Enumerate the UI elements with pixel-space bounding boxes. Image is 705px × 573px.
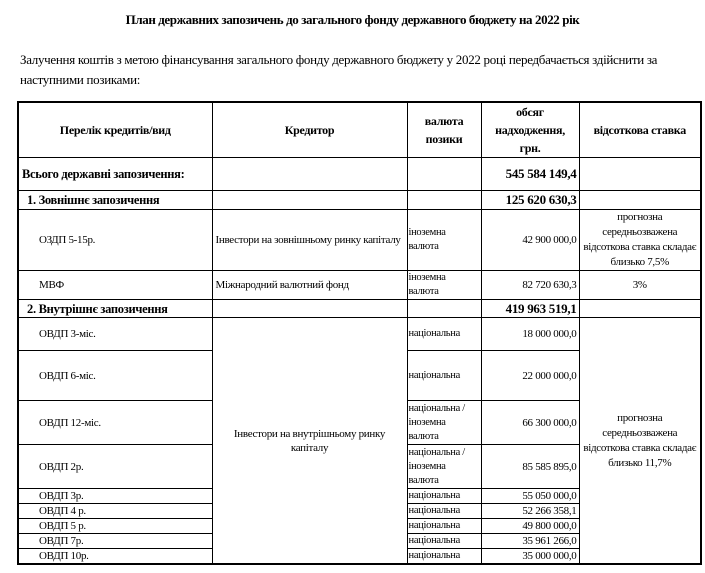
table-row: ОВДП 2р. національна / іноземна валюта 8… (17, 444, 701, 489)
internal-amount: 419 963 519,1 (480, 299, 580, 318)
amount: 55 050 000,0 (480, 488, 580, 504)
loan-name: ОВДП 3р. (17, 488, 213, 504)
table-row: ОВДП 3-міс. Інвестори на внутрішньому ри… (17, 317, 702, 565)
header-rate: відсоткова ставка (578, 101, 702, 158)
amount: 52 266 358,1 (480, 503, 580, 519)
page-title: План державних запозичень до загального … (125, 12, 580, 27)
table-row: ОЗДП 5-15р. Інвестори на зовнішньому рин… (17, 209, 702, 271)
header-row: Перелік кредитів/вид Кредитор валюта поз… (17, 101, 702, 158)
loan-name: ОВДП 7р. (17, 533, 213, 549)
total-label: Всього державні запозичення: (17, 157, 213, 191)
loan-name: ОВДП 6-міс. (17, 350, 213, 401)
loan-name: МВФ (17, 270, 213, 300)
header-type: Перелік кредитів/вид (17, 101, 213, 158)
amount: 82 720 630,3 (480, 270, 580, 300)
currency: національна (406, 548, 482, 565)
internal-section-row: 2. Внутрішнє запозичення 419 963 519,1 (17, 299, 702, 318)
table-row: ОВДП 6-міс. національна 22 000 000,0 (17, 350, 701, 401)
currency: іноземна валюта (406, 270, 482, 300)
borrowing-table: Перелік кредитів/вид Кредитор валюта поз… (17, 101, 702, 565)
internal-label: 2. Внутрішнє запозичення (17, 299, 213, 318)
amount: 66 300 000,0 (480, 400, 580, 445)
loan-name: ОВДП 3-міс. (17, 317, 213, 351)
intro-paragraph: Залучення коштів з метою фінансування за… (20, 52, 658, 87)
loan-name: ОВДП 10р. (17, 548, 213, 565)
header-creditor: Кредитор (211, 101, 408, 158)
loan-name: ОВДП 4 р. (17, 503, 213, 519)
currency: національна / іноземна валюта (406, 400, 482, 445)
currency: іноземна валюта (406, 209, 482, 271)
external-label: 1. Зовнішнє запозичення (17, 190, 213, 210)
loan-name: ОВДП 12-міс. (17, 400, 213, 445)
internal-rate: прогнозна середньозважена відсоткова ста… (578, 317, 702, 565)
creditor: Інвестори на зовнішньому ринку капіталу (211, 209, 408, 271)
currency: національна (406, 350, 482, 401)
total-row: Всього державні запозичення: 545 584 149… (17, 157, 702, 191)
currency: національна (406, 317, 482, 351)
currency: національна / іноземна валюта (406, 444, 482, 489)
internal-creditor: Інвестори на внутрішньому ринку капіталу (211, 317, 408, 565)
currency: національна (406, 533, 482, 549)
total-amount: 545 584 149,4 (480, 157, 580, 191)
loan-name: ОВДП 2р. (17, 444, 213, 489)
loan-name: ОВДП 5 р. (17, 518, 213, 534)
header-amount: обсяг надходження, грн. (480, 101, 580, 158)
amount: 18 000 000,0 (480, 317, 580, 351)
rate: 3% (578, 270, 702, 300)
table-row: ОВДП 7р. національна 35 961 266,0 (17, 533, 701, 549)
currency: національна (406, 488, 482, 504)
loan-name: ОЗДП 5-15р. (17, 209, 213, 271)
currency: національна (406, 518, 482, 534)
rate: прогнозна середньозважена відсоткова ста… (578, 209, 702, 271)
amount: 85 585 895,0 (480, 444, 580, 489)
amount: 42 900 000,0 (480, 209, 580, 271)
amount: 35 961 266,0 (480, 533, 580, 549)
table-row: ОВДП 5 р. національна 49 800 000,0 (17, 518, 701, 534)
external-section-row: 1. Зовнішнє запозичення 125 620 630,3 (17, 190, 702, 210)
external-amount: 125 620 630,3 (480, 190, 580, 210)
amount: 49 800 000,0 (480, 518, 580, 534)
currency: національна (406, 503, 482, 519)
amount: 35 000 000,0 (480, 548, 580, 565)
table-row: МВФ Міжнародний валютний фонд іноземна в… (17, 270, 702, 300)
table-row: ОВДП 10р. національна 35 000 000,0 (17, 548, 701, 565)
header-currency: валюта позики (406, 101, 482, 158)
amount: 22 000 000,0 (480, 350, 580, 401)
creditor: Міжнародний валютний фонд (211, 270, 408, 300)
